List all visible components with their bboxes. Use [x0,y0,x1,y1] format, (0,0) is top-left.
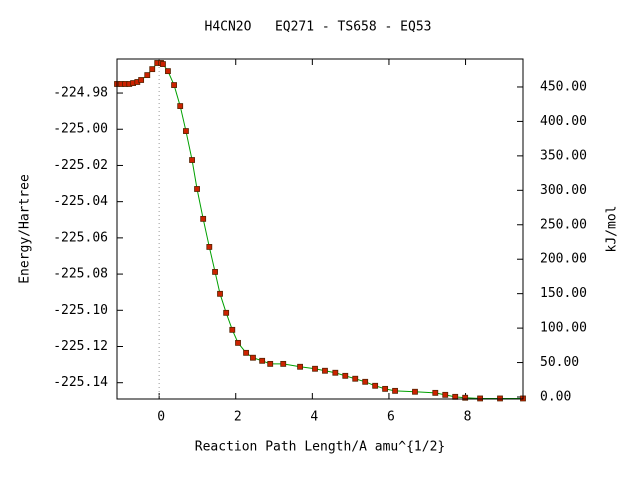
y-tick-label: -225.12 [53,339,108,354]
y-tick-label: -225.06 [53,230,108,245]
marker [332,369,339,376]
y2-tick-label: 100.00 [540,321,587,336]
y-tick-label: -225.08 [53,267,108,282]
marker [392,387,398,394]
marker [144,72,151,79]
marker [217,290,223,297]
y2-tick-label: 200.00 [540,252,587,267]
marker [177,103,184,109]
y2-tick-label: 400.00 [540,114,587,129]
y2-axis-label: kJ/mol [605,206,620,253]
marker [462,394,469,401]
x-tick-label: 0 [157,410,165,425]
y2-tick-label: 300.00 [540,183,587,198]
marker [322,367,328,374]
marker [497,395,503,402]
marker [189,157,195,163]
marker [160,61,166,67]
x-axis-label: Reaction Path Length/A amu^{1/2} [195,440,445,455]
marker [259,357,266,364]
y-tick-label: -225.00 [53,122,108,137]
marker [382,385,389,392]
marker [212,269,218,275]
marker [352,375,359,382]
plot-frame [116,58,524,400]
marker [342,372,349,379]
marker [412,388,418,395]
y-tick-label: -224.98 [53,86,108,101]
marker [312,365,318,372]
y2-tick-label: 0.00 [540,390,571,405]
y2-tick-label: 350.00 [540,148,587,163]
marker [149,66,156,73]
marker [138,77,145,83]
marker [229,326,236,333]
marker [171,82,177,88]
marker [250,354,256,361]
x-tick-label: 8 [464,410,472,425]
y-tick-label: -225.02 [53,158,108,173]
x-tick-label: 2 [234,410,242,425]
marker [206,244,213,250]
marker [442,391,449,398]
marker [194,186,200,192]
y-tick-label: -225.10 [53,303,108,318]
y-axis-label: Energy/Hartree [18,174,33,284]
x-tick-label: 4 [310,410,318,425]
marker [297,363,303,370]
marker [165,68,171,75]
marker [267,360,274,367]
marker [223,309,230,316]
y-tick-label: -225.04 [53,194,108,209]
marker [432,389,439,396]
chart-title: H4CN2O EQ271 - TS658 - EQ53 [205,20,432,35]
marker [372,382,379,389]
marker [362,378,369,385]
x-tick-label: 6 [387,410,395,425]
marker [477,395,484,402]
marker [235,339,241,346]
marker [200,215,207,222]
marker [280,360,287,367]
y2-tick-label: 250.00 [540,217,587,232]
y2-tick-label: 150.00 [540,286,587,301]
y2-tick-label: 450.00 [540,79,587,94]
y2-tick-label: 50.00 [540,355,579,370]
marker [183,128,189,134]
y-tick-label: -225.14 [53,375,108,390]
marker [243,349,249,356]
